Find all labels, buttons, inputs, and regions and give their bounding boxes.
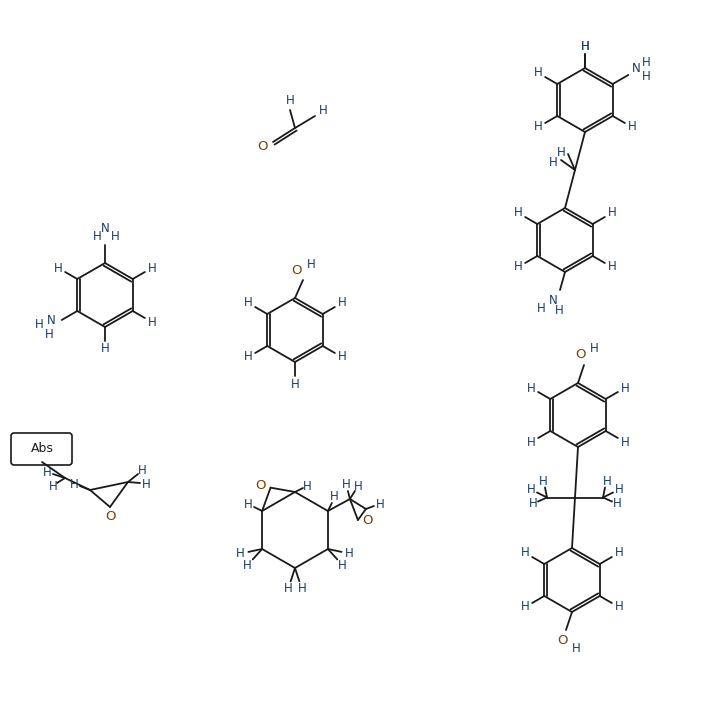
Text: H: H	[613, 497, 621, 510]
Text: O: O	[258, 140, 268, 153]
Text: H: H	[375, 498, 384, 511]
Text: O: O	[575, 348, 585, 361]
Text: H: H	[286, 93, 294, 107]
Text: H: H	[514, 206, 523, 219]
Text: H: H	[548, 156, 557, 168]
Text: O: O	[105, 511, 115, 523]
FancyBboxPatch shape	[11, 433, 72, 465]
Text: N: N	[101, 222, 110, 235]
Text: H: H	[527, 435, 536, 449]
Text: N: N	[632, 62, 641, 75]
Text: H: H	[627, 120, 636, 133]
Text: H: H	[534, 67, 543, 80]
Text: H: H	[528, 497, 538, 510]
Text: H: H	[92, 230, 102, 244]
Text: H: H	[49, 480, 57, 493]
Text: H: H	[607, 260, 616, 273]
Text: O: O	[557, 634, 567, 647]
Text: H: H	[514, 260, 523, 273]
Text: H: H	[43, 465, 52, 478]
Text: H: H	[354, 480, 362, 493]
Text: H: H	[581, 39, 589, 52]
Text: H: H	[571, 642, 581, 655]
Text: H: H	[137, 463, 146, 477]
Text: H: H	[306, 257, 315, 270]
Text: H: H	[284, 582, 293, 595]
Text: Abs: Abs	[31, 442, 54, 455]
Text: H: H	[243, 559, 252, 572]
Text: H: H	[291, 377, 299, 391]
Text: H: H	[101, 343, 110, 356]
Text: H: H	[111, 230, 120, 244]
Text: H: H	[319, 103, 327, 116]
Text: N: N	[47, 313, 56, 326]
Text: O: O	[256, 479, 266, 492]
Text: H: H	[244, 297, 253, 310]
Text: H: H	[642, 70, 651, 83]
Text: H: H	[142, 478, 150, 490]
Text: H: H	[337, 351, 346, 364]
Text: H: H	[45, 328, 54, 341]
Text: H: H	[614, 483, 624, 496]
Text: O: O	[291, 264, 302, 277]
Text: N: N	[548, 293, 557, 306]
Text: H: H	[614, 601, 623, 614]
Text: H: H	[521, 546, 530, 559]
Text: H: H	[614, 546, 623, 559]
Text: H: H	[338, 559, 347, 572]
Text: H: H	[303, 480, 311, 493]
Text: H: H	[581, 39, 589, 52]
Text: H: H	[244, 351, 253, 364]
Text: H: H	[243, 498, 253, 511]
Text: H: H	[536, 302, 546, 315]
Text: H: H	[555, 303, 563, 316]
Text: H: H	[69, 478, 78, 490]
Text: H: H	[236, 547, 245, 560]
Text: H: H	[527, 381, 536, 394]
Text: H: H	[589, 343, 599, 356]
Text: H: H	[527, 483, 536, 496]
Text: H: H	[607, 206, 616, 219]
Text: H: H	[147, 315, 156, 328]
Text: H: H	[538, 475, 547, 488]
Text: H: H	[329, 490, 338, 503]
Text: H: H	[54, 262, 62, 275]
Text: H: H	[642, 57, 651, 70]
Text: H: H	[35, 318, 44, 331]
Text: H: H	[534, 120, 543, 133]
Text: H: H	[147, 262, 156, 275]
Text: H: H	[603, 475, 611, 488]
Text: H: H	[297, 582, 306, 595]
Text: H: H	[556, 146, 566, 158]
Text: H: H	[337, 297, 346, 310]
Text: H: H	[521, 601, 530, 614]
Text: H: H	[620, 435, 629, 449]
Text: O: O	[363, 513, 373, 526]
Text: H: H	[342, 478, 350, 491]
Text: H: H	[345, 547, 354, 560]
Text: H: H	[620, 381, 629, 394]
